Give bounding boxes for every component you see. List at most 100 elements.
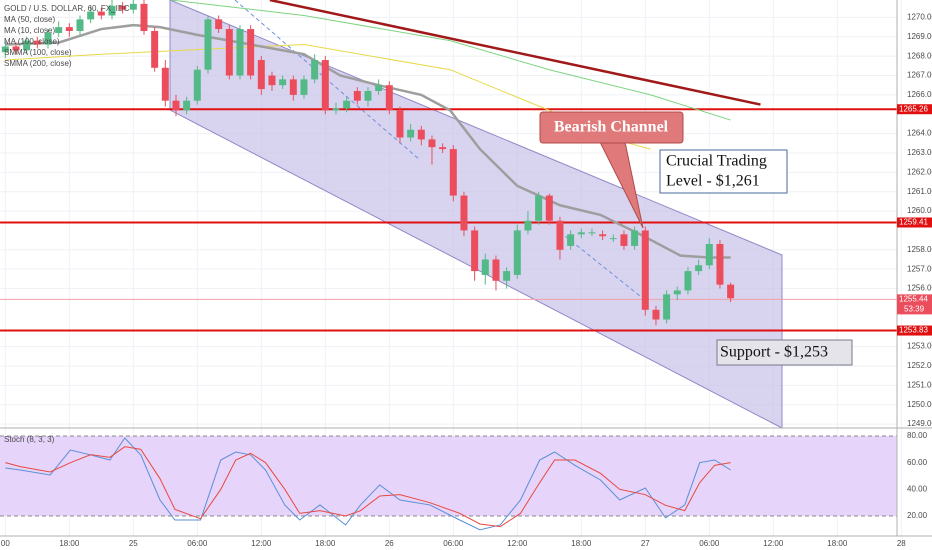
candle-body	[652, 309, 660, 320]
x-tick-label: 06:00	[187, 539, 208, 548]
x-tick-label: 18:00	[827, 539, 848, 548]
candle-body	[375, 85, 383, 92]
candle-body	[727, 284, 735, 299]
candle-body	[76, 19, 84, 31]
candle-body	[407, 129, 415, 138]
stoch-tick-label: 40.00	[907, 484, 928, 493]
candle-body	[641, 230, 649, 310]
candle-body	[353, 91, 361, 101]
note-text: Level - $1,261	[666, 173, 760, 190]
candle-body	[695, 265, 703, 272]
candle-body	[279, 79, 287, 86]
stoch-line	[5, 437, 731, 531]
candle-body	[183, 100, 191, 111]
candle-body	[161, 67, 169, 101]
y-tick-label: 1268.00	[907, 51, 932, 60]
y-tick-label: 1269.00	[907, 32, 932, 41]
candle-body	[129, 3, 137, 10]
x-tick-label: 25	[129, 539, 138, 548]
candle-body	[257, 60, 265, 90]
stoch-tick-label: 60.00	[907, 458, 928, 467]
level-label: 1265.26	[899, 104, 928, 113]
y-tick-label: 1256.00	[907, 284, 932, 293]
y-tick-label: 1262.00	[907, 167, 932, 176]
candle-body	[513, 230, 521, 275]
candle-body	[12, 46, 20, 51]
stoch-tick-label: 20.00	[907, 511, 928, 520]
candle-body	[567, 234, 575, 246]
symbol-title: GOLD / U.S. DOLLAR, 60, FX_IDC	[4, 4, 130, 13]
callout-box	[539, 111, 684, 144]
y-tick-label: 1270.00	[907, 13, 932, 22]
candle-body	[119, 5, 127, 10]
y-tick-label: 1267.00	[907, 71, 932, 80]
candle-body	[247, 29, 255, 76]
x-tick-label: 18:00	[59, 539, 80, 548]
candle-body	[524, 220, 532, 231]
stoch-tick-label: 80.00	[907, 431, 928, 440]
level-label: 1259.41	[899, 218, 928, 227]
candle-body	[311, 60, 319, 80]
candle-body	[417, 129, 425, 140]
x-tick-label: 27	[641, 539, 650, 548]
candle-body	[172, 100, 180, 111]
note-box	[716, 339, 853, 366]
y-tick-label: 1249.00	[907, 419, 932, 428]
candle-body	[1, 46, 9, 53]
candle-body	[460, 195, 468, 231]
candle-body	[503, 271, 511, 281]
candle-body	[449, 149, 457, 196]
candle-body	[492, 259, 500, 281]
candle-body	[23, 40, 31, 51]
y-tick-label: 1264.00	[907, 129, 932, 138]
candle-body	[481, 259, 489, 275]
candle-body	[300, 79, 308, 95]
candle-body	[289, 79, 297, 95]
y-tick-label: 1251.00	[907, 380, 932, 389]
x-tick-label: 12:00	[251, 539, 272, 548]
level-label: 1253.83	[899, 326, 928, 335]
candle-body	[673, 290, 681, 295]
candle-body	[716, 243, 724, 285]
last-price-tag	[897, 294, 932, 315]
y-tick-label: 1258.00	[907, 245, 932, 254]
legend-entry: MA (100, close)	[4, 37, 60, 46]
x-tick-label: 00	[1, 539, 10, 548]
legend-entry: SMMA (200, close)	[4, 59, 72, 68]
candle-body	[343, 100, 351, 109]
note-text: Crucial Trading	[666, 153, 767, 170]
candle-body	[268, 75, 276, 86]
candle-body	[663, 294, 671, 320]
candle-body	[55, 27, 63, 33]
candle-body	[225, 29, 233, 76]
legend-entry: MA (10, close)	[4, 26, 55, 35]
y-tick-label: 1266.00	[907, 90, 932, 99]
candle-body	[535, 195, 543, 221]
y-tick-label: 1250.00	[907, 400, 932, 409]
countdown: 53:39	[904, 304, 925, 313]
candle-body	[428, 139, 436, 148]
candle-body	[556, 220, 564, 250]
note-box	[659, 149, 788, 194]
candle-body	[588, 232, 596, 234]
y-tick-label: 1260.00	[907, 206, 932, 215]
candle-body	[151, 30, 159, 68]
x-tick-label: 18:00	[315, 539, 336, 548]
y-tick-label: 1263.00	[907, 148, 932, 157]
candle-body	[705, 243, 713, 266]
candle-body	[471, 230, 479, 272]
trendline	[269, 0, 761, 106]
candle-body	[65, 27, 73, 31]
moving-average	[170, 0, 731, 121]
candle-body	[87, 11, 95, 20]
candle-body	[631, 230, 639, 246]
stoch-title: Stoch (8, 3, 3)	[4, 435, 55, 444]
candle-body	[44, 32, 52, 45]
x-tick-label: 26	[385, 539, 394, 548]
candle-body	[609, 238, 617, 240]
stoch-line	[5, 446, 731, 528]
legend-entry: SMMA (100, close)	[4, 48, 72, 57]
candle-body	[97, 11, 105, 16]
y-tick-label: 1257.00	[907, 264, 932, 273]
